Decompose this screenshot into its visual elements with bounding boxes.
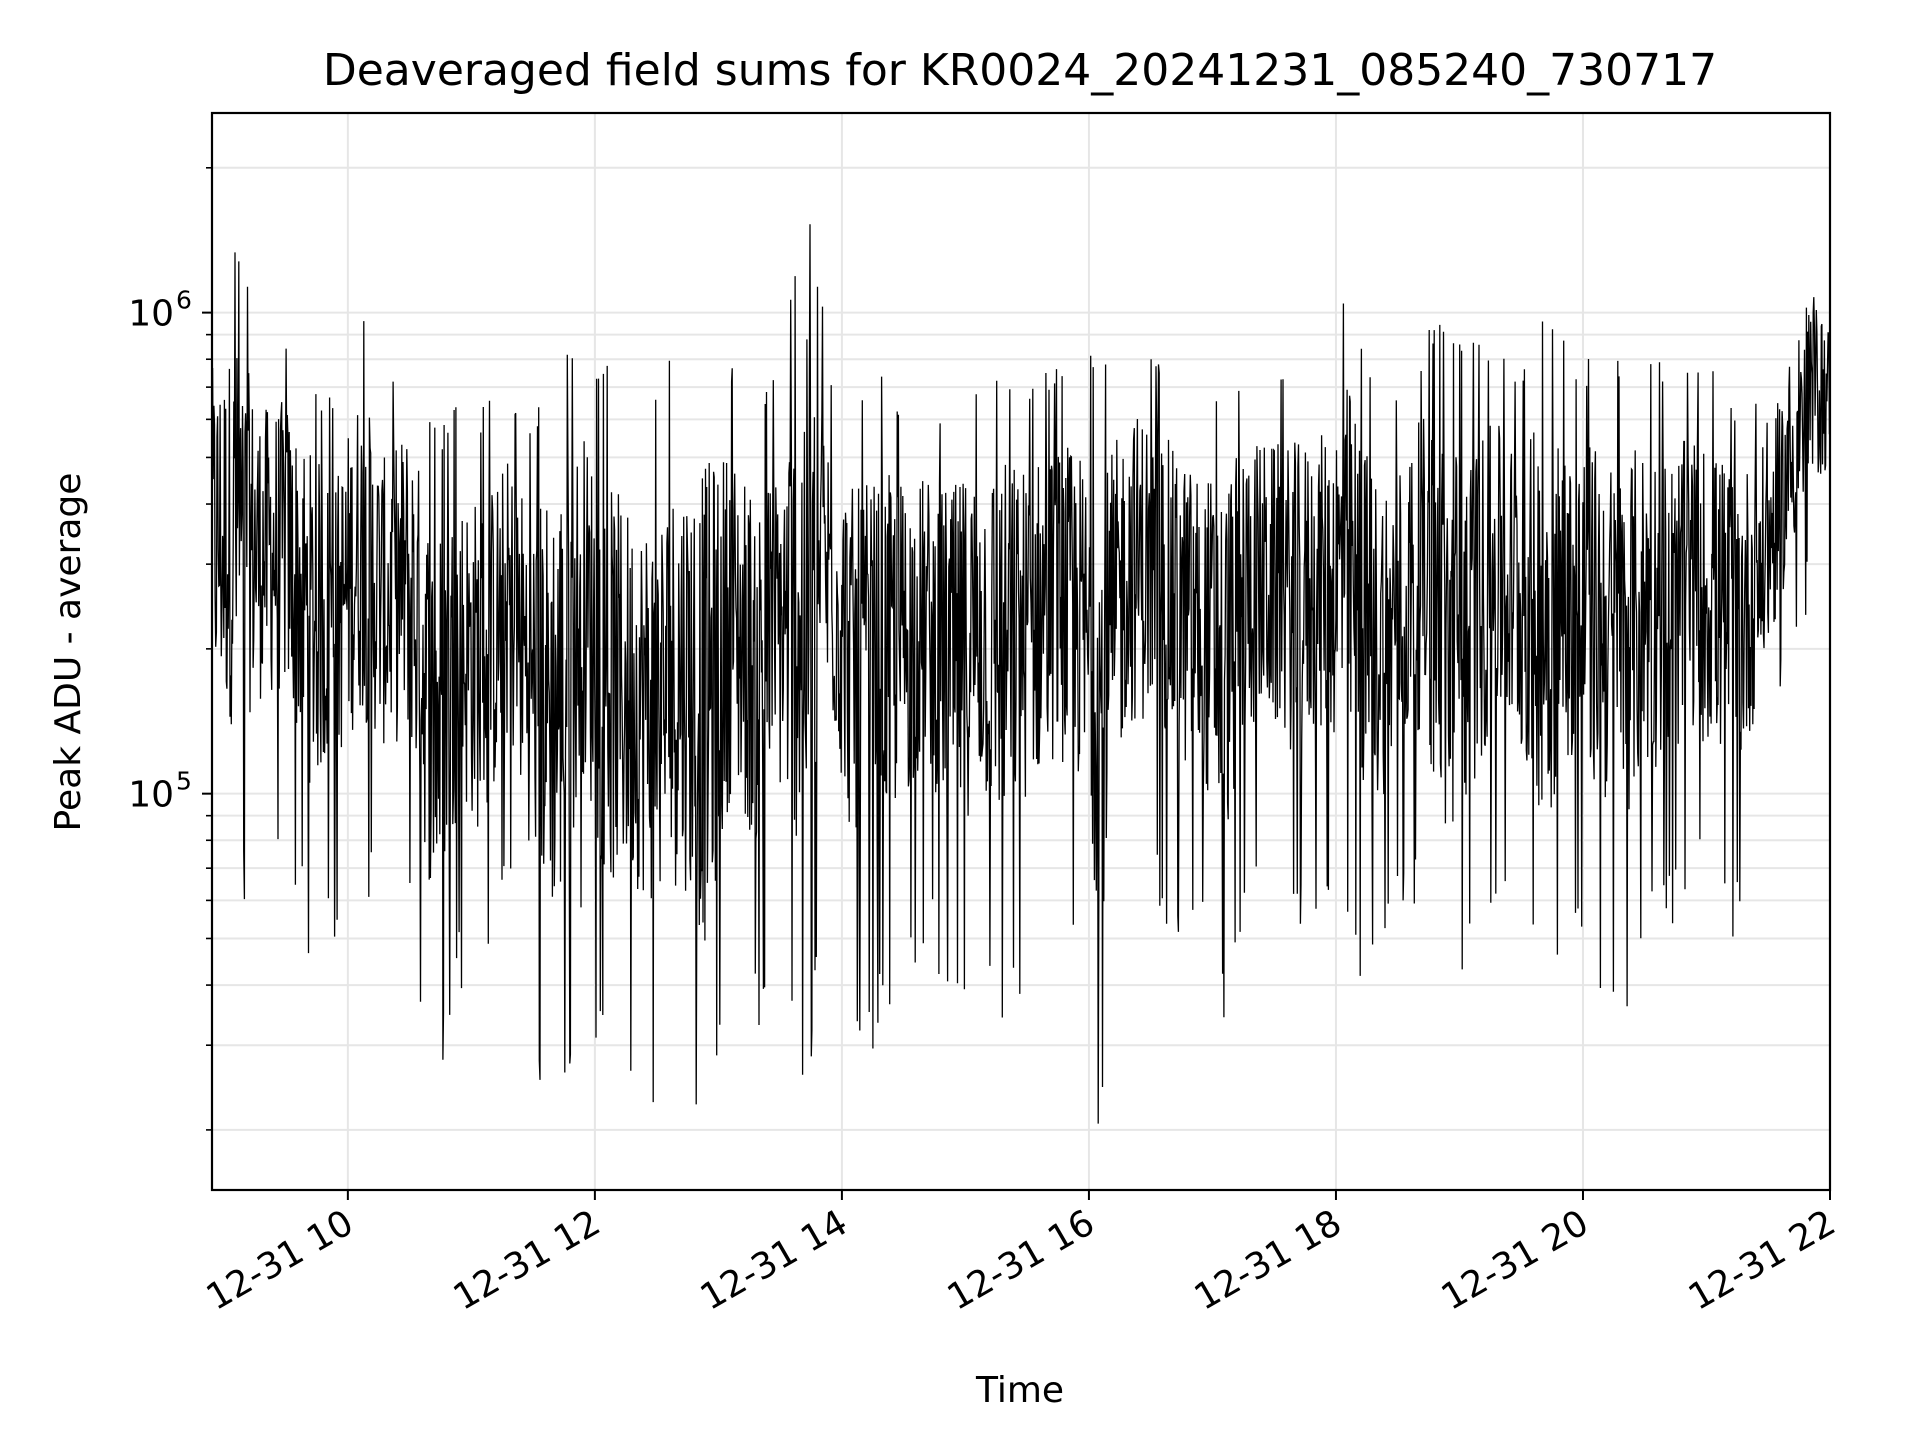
series-line [211,224,1831,1124]
plot-frame [210,111,1832,1192]
y-tick-exponent: 5 [176,767,192,796]
chart-title: Deaveraged field sums for KR0024_2024123… [323,45,1717,96]
y-axis-label: Peak ADU - average [48,473,89,832]
y-tick-label: 10 [128,294,174,335]
x-axis-label: Time [975,1370,1064,1411]
series-layer [211,224,1831,1124]
y-tick-label: 10 [128,775,174,816]
y-tick-exponent: 6 [176,286,192,315]
